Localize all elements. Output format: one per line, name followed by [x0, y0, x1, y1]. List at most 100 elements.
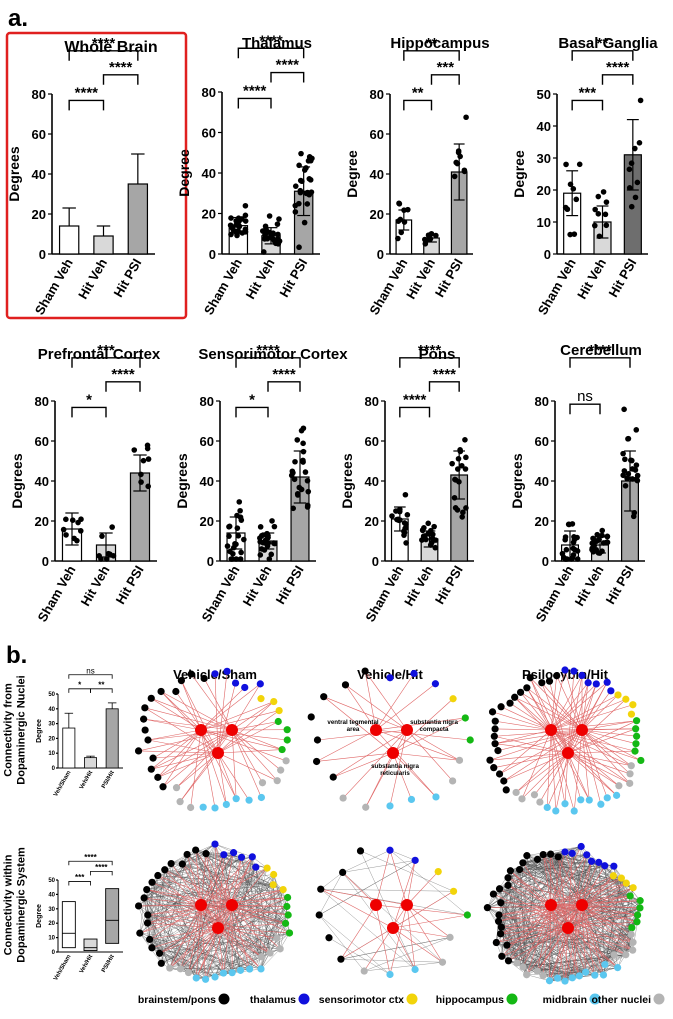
network-node	[627, 930, 635, 938]
data-point	[628, 457, 634, 464]
significance-bracket	[90, 870, 113, 876]
edge	[162, 729, 202, 787]
edge	[186, 854, 233, 906]
data-point	[621, 406, 627, 413]
edge	[164, 869, 233, 906]
legend-label: other nuclei	[591, 994, 651, 1006]
network-node	[148, 944, 156, 952]
network-4	[315, 846, 471, 979]
edge	[581, 904, 606, 965]
edge	[162, 729, 233, 788]
network-node	[492, 938, 500, 947]
edge	[143, 897, 189, 973]
legend-label: sensorimotor ctx	[319, 994, 404, 1006]
edge	[161, 854, 188, 964]
edge	[557, 927, 569, 979]
network-node	[281, 919, 290, 927]
edge	[550, 704, 633, 731]
network-node	[219, 969, 228, 977]
edge	[550, 854, 587, 906]
network-node	[591, 971, 599, 979]
significance-label: ****	[75, 84, 99, 101]
edge	[514, 697, 569, 754]
significance-bracket	[270, 71, 305, 83]
edge	[581, 729, 641, 761]
edge	[492, 711, 552, 731]
network-node	[386, 674, 394, 682]
network-node	[136, 929, 144, 937]
edge	[567, 927, 580, 976]
data-point	[629, 476, 636, 482]
network-node	[144, 736, 152, 744]
edge	[489, 729, 583, 761]
significance-label: *	[78, 680, 82, 689]
y-tick-label: 80	[202, 85, 216, 100]
network-node	[592, 680, 600, 688]
x-tick-label: Hit Veh	[240, 563, 275, 609]
edge	[529, 677, 552, 731]
network-node	[519, 963, 527, 971]
network-node	[506, 867, 515, 875]
edge	[522, 862, 638, 916]
data-point	[237, 507, 243, 514]
edge	[508, 927, 569, 962]
edge	[567, 927, 626, 956]
edge	[507, 885, 640, 909]
edge	[392, 927, 451, 938]
edge	[231, 904, 289, 916]
edge	[510, 865, 605, 872]
edge	[500, 706, 552, 731]
network-node	[533, 967, 541, 975]
y-tick-label: 60	[200, 434, 214, 449]
edge	[567, 675, 583, 754]
network-node	[278, 745, 286, 754]
data-point	[237, 514, 244, 521]
hub-node	[212, 922, 224, 934]
data-point	[234, 525, 241, 531]
data-point	[302, 469, 309, 475]
network-node	[167, 859, 175, 868]
edge	[200, 856, 253, 906]
edge	[498, 851, 566, 916]
network-node	[597, 800, 605, 808]
network-node	[172, 784, 181, 792]
edge	[316, 752, 394, 762]
chart-connectivity-within-da: 0 10 20 30 40 50 Degree Veh/Sham Veh/Hit PSI/Hit *…	[36, 853, 123, 982]
data-point	[461, 167, 468, 174]
chart-sensorimotor-cortex: Sensorimotor Cortex020406080DegreesSham …	[174, 342, 348, 625]
edge	[392, 914, 468, 929]
x-tick-label: Veh/Sham	[53, 954, 73, 982]
edge	[500, 902, 583, 906]
edge	[217, 927, 290, 934]
edge	[389, 850, 468, 916]
data-point	[228, 215, 234, 221]
edge	[550, 694, 619, 731]
edge	[499, 729, 552, 775]
edge	[495, 729, 552, 744]
edge	[604, 954, 626, 965]
edge	[519, 869, 527, 975]
network-node	[313, 736, 322, 744]
y-tick-label: 0	[544, 247, 551, 262]
data-point	[421, 525, 427, 531]
network-node	[634, 911, 642, 919]
data-point	[397, 216, 404, 223]
legend-swatch	[506, 993, 518, 1005]
network-node	[582, 968, 590, 976]
edge	[190, 729, 202, 808]
edge	[581, 720, 637, 731]
edge	[537, 954, 626, 972]
significance-bracket	[571, 50, 634, 61]
edge	[231, 729, 281, 771]
significance-bracket	[399, 357, 460, 368]
edge	[567, 927, 596, 976]
edge	[581, 904, 638, 916]
edge	[151, 882, 202, 906]
network-node	[275, 706, 283, 715]
y-tick-label: 50	[48, 878, 55, 884]
edge	[567, 682, 589, 754]
chart-title: Basal Ganglia	[558, 35, 658, 52]
edge	[507, 885, 569, 929]
legend-swatch	[653, 993, 665, 1005]
edge	[549, 851, 566, 981]
